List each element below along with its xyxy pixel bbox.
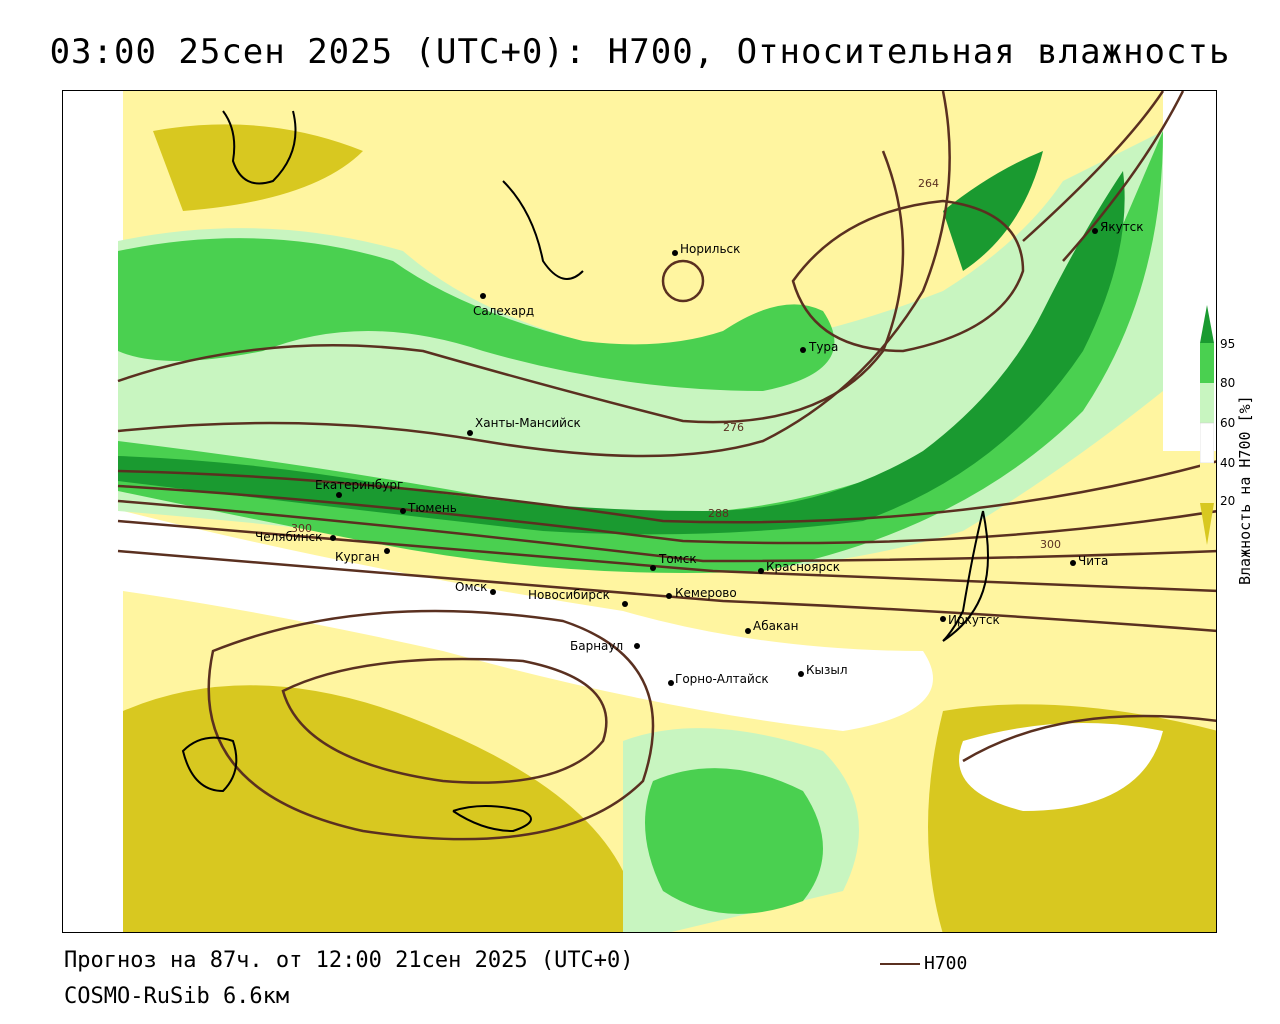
city-label-novosibirsk: Новосибирск bbox=[528, 588, 610, 602]
city-label-norilsk: Норильск bbox=[680, 242, 740, 256]
city-dot-barnaul bbox=[634, 643, 640, 649]
city-label-kyzyl: Кызыл bbox=[806, 663, 848, 677]
city-dot-omsk bbox=[490, 589, 496, 595]
colorbar-tick-80: 80 bbox=[1220, 376, 1236, 390]
contour-label-300-west: 300 bbox=[291, 522, 312, 535]
city-dot-yakutsk bbox=[1092, 228, 1098, 234]
contour-line bbox=[117, 519, 1216, 593]
city-label-salekhard: Салехард bbox=[473, 304, 534, 318]
city-label-irkutsk: Иркутск bbox=[948, 613, 1000, 627]
city-dot-chita bbox=[1070, 560, 1076, 566]
city-dot-abakan bbox=[745, 628, 751, 634]
contour-label-264: 264 bbox=[918, 177, 939, 190]
city-dot-tomsk bbox=[650, 565, 656, 571]
colorbar-tick-20: 20 bbox=[1220, 494, 1236, 508]
novaya-zemlya bbox=[222, 110, 297, 185]
city-label-khanty-mansiysk: Ханты-Мансийск bbox=[475, 416, 581, 430]
city-dot-norilsk bbox=[672, 250, 678, 256]
colorbar-60-80 bbox=[1200, 383, 1214, 423]
yamal-coast bbox=[502, 180, 584, 280]
no-data-left bbox=[63, 91, 123, 932]
city-label-krasnoyarsk: Красноярск bbox=[766, 560, 840, 574]
contour-line bbox=[117, 91, 951, 458]
colorbar-20-40 bbox=[1200, 463, 1214, 503]
city-label-tura: Тура bbox=[808, 340, 838, 354]
very-dry-area-south bbox=[123, 685, 623, 932]
contour-line bbox=[1062, 91, 1185, 262]
city-label-kurgan: Курган bbox=[335, 550, 380, 564]
coastlines bbox=[181, 110, 989, 833]
neutral-band bbox=[123, 511, 933, 731]
city-label-abakan: Абакан bbox=[753, 619, 798, 633]
colorbar-title: Влажность на H700 [%] bbox=[1236, 395, 1254, 585]
very-dry-area-north bbox=[153, 124, 363, 211]
colorbar-80-95 bbox=[1200, 343, 1214, 383]
city-label-tomsk: Томск bbox=[658, 552, 697, 566]
city-dot-chelyabinsk bbox=[330, 535, 336, 541]
map-title: 03:00 25сен 2025 (UTC+0): H700, Относите… bbox=[49, 32, 1231, 72]
city-label-chelyabinsk: Челябинск bbox=[255, 530, 322, 544]
city-dot-khanty-mansiysk bbox=[467, 430, 473, 436]
contour-line bbox=[117, 150, 905, 424]
colorbar-tick-40: 40 bbox=[1220, 456, 1236, 470]
city-dot-novosibirsk bbox=[622, 601, 628, 607]
city-dot-gorno-altaysk bbox=[668, 680, 674, 686]
contour-low-center bbox=[791, 199, 1025, 353]
contour-line bbox=[962, 714, 1216, 763]
contour-high-south bbox=[281, 657, 608, 784]
contour-norilsk-loop bbox=[661, 259, 705, 303]
city-label-kemerovo: Кемерово bbox=[675, 586, 737, 600]
city-label-ekaterinburg: Екатеринбург bbox=[315, 478, 403, 492]
city-label-chita: Чита bbox=[1078, 554, 1108, 568]
contour-label-288: 288 bbox=[708, 507, 729, 520]
contour-line bbox=[117, 549, 1216, 633]
contour-label-276: 276 bbox=[723, 421, 744, 434]
city-dot-kurgan bbox=[384, 548, 390, 554]
lake-balkhash bbox=[181, 736, 238, 793]
city-label-barnaul: Барнаул bbox=[570, 639, 623, 653]
contour-line bbox=[117, 460, 1216, 524]
h700-contours bbox=[117, 91, 1216, 841]
very-wet-area-northeast bbox=[943, 151, 1043, 271]
wet-area-north bbox=[118, 238, 835, 391]
legend-label: H700 bbox=[924, 953, 968, 974]
colorbar-top-arrow bbox=[1200, 305, 1214, 343]
city-dot-ekaterinburg bbox=[336, 492, 342, 498]
city-markers: Норильск Якутск Салехард Тура Ханты-Манс… bbox=[255, 220, 1144, 686]
city-label-yakutsk: Якутск bbox=[1100, 220, 1144, 234]
moist-area-north bbox=[118, 131, 1163, 571]
contour-line bbox=[117, 484, 1216, 545]
contour-line bbox=[1022, 91, 1165, 242]
city-dot-salekhard bbox=[480, 293, 486, 299]
city-label-tyumen: Тюмень bbox=[407, 501, 457, 515]
city-dot-kyzyl bbox=[798, 671, 804, 677]
city-dot-tura bbox=[800, 347, 806, 353]
colorbar-tick-95: 95 bbox=[1220, 337, 1236, 351]
humidity-map: 264 276 288 300 300 Норильск Якутск Сале… bbox=[63, 91, 1216, 932]
legend-line-swatch bbox=[880, 963, 920, 965]
city-dot-kemerovo bbox=[666, 593, 672, 599]
city-dot-krasnoyarsk bbox=[758, 568, 764, 574]
forecast-info: Прогноз на 87ч. от 12:00 21сен 2025 (UTC… bbox=[64, 948, 634, 973]
model-name: COSMO-RuSib 6.6км bbox=[64, 984, 290, 1009]
contour-label-300-east: 300 bbox=[1040, 538, 1061, 551]
city-label-omsk: Омск bbox=[455, 580, 487, 594]
contour-high-outer bbox=[207, 609, 655, 841]
city-label-gorno-altaysk: Горно-Алтайск bbox=[675, 672, 769, 686]
lake-baikal bbox=[942, 510, 989, 642]
map-panel: 264 276 288 300 300 Норильск Якутск Сале… bbox=[62, 90, 1217, 933]
humidity-colorbar bbox=[1200, 305, 1214, 545]
neutral-area-east bbox=[959, 723, 1163, 811]
wet-area-south bbox=[645, 768, 823, 914]
colorbar-tick-60: 60 bbox=[1220, 416, 1236, 430]
contour-line bbox=[117, 499, 1216, 563]
city-dot-tyumen bbox=[400, 508, 406, 514]
colorbar-bottom-arrow bbox=[1200, 503, 1214, 545]
city-dot-irkutsk bbox=[940, 616, 946, 622]
lake-issyk-kul bbox=[452, 805, 532, 833]
colorbar-40-60 bbox=[1200, 422, 1214, 464]
